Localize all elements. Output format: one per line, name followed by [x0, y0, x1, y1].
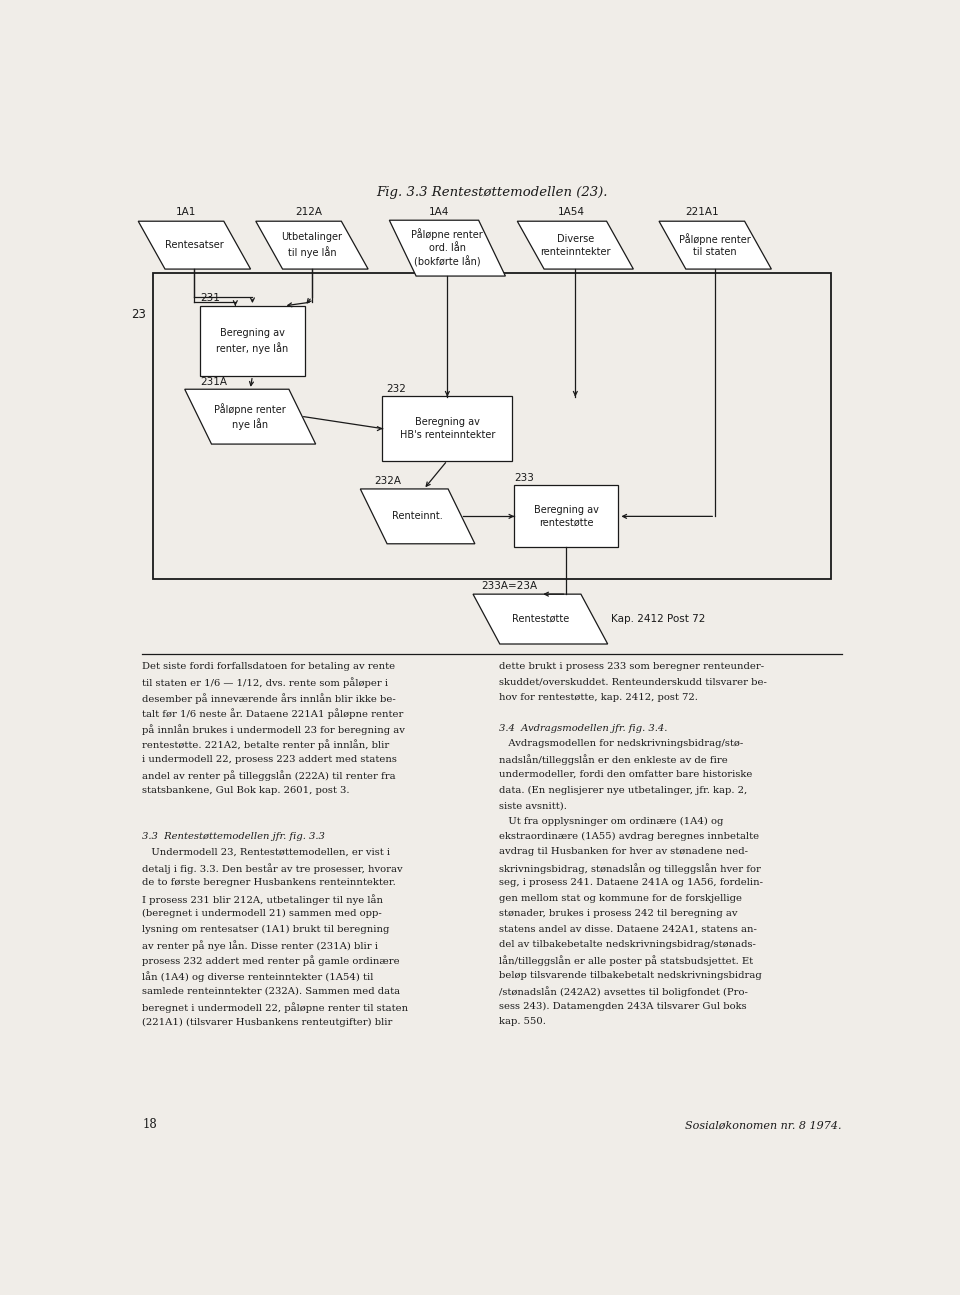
Text: 233A=23A: 233A=23A — [481, 581, 537, 591]
Text: (beregnet i undermodell 21) sammen med opp-: (beregnet i undermodell 21) sammen med o… — [142, 909, 382, 918]
Text: Beregning av
rentestøtte: Beregning av rentestøtte — [534, 505, 599, 528]
Polygon shape — [184, 390, 316, 444]
Text: 232A: 232A — [374, 477, 401, 487]
Text: lån (1A4) og diverse renteinntekter (1A54) til: lån (1A4) og diverse renteinntekter (1A5… — [142, 971, 373, 982]
Text: lån/tilleggslån er alle poster på statsbudsjettet. Et: lån/tilleggslån er alle poster på statsb… — [499, 956, 754, 966]
Text: siste avsnitt).: siste avsnitt). — [499, 802, 567, 811]
Text: Påløpne renter
nye lån: Påløpne renter nye lån — [214, 403, 286, 430]
Text: statens andel av disse. Dataene 242A1, statens an-: statens andel av disse. Dataene 242A1, s… — [499, 925, 757, 934]
Text: Avdragsmodellen for nedskrivningsbidrag/stø-: Avdragsmodellen for nedskrivningsbidrag/… — [499, 739, 744, 749]
Text: sess 243). Datamengden 243A tilsvarer Gul boks: sess 243). Datamengden 243A tilsvarer Gu… — [499, 1002, 747, 1011]
Text: dette brukt i prosess 233 som beregner renteunder-: dette brukt i prosess 233 som beregner r… — [499, 662, 764, 671]
Text: 3.3  Rentestøttemodellen jfr. fig. 3.3: 3.3 Rentestøttemodellen jfr. fig. 3.3 — [142, 831, 325, 840]
Text: Beregning av
HB's renteinntekter: Beregning av HB's renteinntekter — [399, 417, 495, 440]
Text: nadslån/tilleggslån er den enkleste av de fire: nadslån/tilleggslån er den enkleste av d… — [499, 755, 729, 765]
Text: 1A4: 1A4 — [429, 207, 449, 218]
Text: gen mellom stat og kommune for de forskjellige: gen mellom stat og kommune for de forskj… — [499, 894, 742, 903]
Text: 212A: 212A — [295, 207, 322, 218]
Bar — [154, 273, 830, 579]
Text: Undermodell 23, Rentestøttemodellen, er vist i: Undermodell 23, Rentestøttemodellen, er … — [142, 847, 391, 856]
Text: kap. 550.: kap. 550. — [499, 1018, 546, 1027]
Bar — [382, 396, 513, 461]
Text: Sosialøkonomen nr. 8 1974.: Sosialøkonomen nr. 8 1974. — [685, 1120, 842, 1131]
Text: Rentestøtte: Rentestøtte — [512, 614, 569, 624]
Text: skuddet/overskuddet. Renteunderskudd tilsvarer be-: skuddet/overskuddet. Renteunderskudd til… — [499, 677, 767, 686]
Text: 231A: 231A — [201, 377, 228, 387]
Text: del av tilbakebetalte nedskrivningsbidrag/stønads-: del av tilbakebetalte nedskrivningsbidra… — [499, 940, 756, 949]
Text: andel av renter på tilleggslån (222A) til renter fra: andel av renter på tilleggslån (222A) ti… — [142, 771, 396, 781]
Text: (221A1) (tilsvarer Husbankens renteutgifter) blir: (221A1) (tilsvarer Husbankens renteutgif… — [142, 1018, 393, 1027]
Bar — [201, 306, 304, 376]
Text: Diverse
renteinntekter: Diverse renteinntekter — [540, 233, 611, 256]
Polygon shape — [517, 221, 634, 269]
Bar — [515, 486, 618, 548]
Text: lysning om rentesatser (1A1) brukt til beregning: lysning om rentesatser (1A1) brukt til b… — [142, 925, 390, 934]
Text: beløp tilsvarende tilbakebetalt nedskrivningsbidrag: beløp tilsvarende tilbakebetalt nedskriv… — [499, 971, 762, 980]
Polygon shape — [473, 594, 608, 644]
Text: talt før 1/6 neste år. Dataene 221A1 påløpne renter: talt før 1/6 neste år. Dataene 221A1 pål… — [142, 708, 404, 719]
Text: undermodeller, fordi den omfatter bare historiske: undermodeller, fordi den omfatter bare h… — [499, 771, 753, 780]
Text: de to første beregner Husbankens renteinntekter.: de to første beregner Husbankens rentein… — [142, 878, 396, 887]
Text: til staten er 1/6 — 1/12, dvs. rente som påløper i: til staten er 1/6 — 1/12, dvs. rente som… — [142, 677, 389, 688]
Text: avdrag til Husbanken for hver av stønadene ned-: avdrag til Husbanken for hver av stønade… — [499, 847, 749, 856]
Text: Påløpne renter
til staten: Påløpne renter til staten — [680, 233, 751, 258]
Text: 231: 231 — [201, 293, 220, 303]
Text: av renter på nye lån. Disse renter (231A) blir i: av renter på nye lån. Disse renter (231A… — [142, 940, 378, 951]
Text: Utbetalinger
til nye lån: Utbetalinger til nye lån — [281, 233, 343, 258]
Text: Beregning av
renter, nye lån: Beregning av renter, nye lån — [216, 328, 289, 354]
Text: rentestøtte. 221A2, betalte renter på innlån, blir: rentestøtte. 221A2, betalte renter på in… — [142, 739, 390, 750]
Polygon shape — [360, 490, 475, 544]
Text: skrivningsbidrag, stønadslån og tilleggslån hver for: skrivningsbidrag, stønadslån og tilleggs… — [499, 862, 761, 874]
Text: data. (En neglisjerer nye utbetalinger, jfr. kap. 2,: data. (En neglisjerer nye utbetalinger, … — [499, 786, 748, 795]
Text: ekstraordinære (1A55) avdrag beregnes innbetalte: ekstraordinære (1A55) avdrag beregnes in… — [499, 831, 759, 840]
Text: beregnet i undermodell 22, påløpne renter til staten: beregnet i undermodell 22, påløpne rente… — [142, 1002, 408, 1013]
Text: Ut fra opplysninger om ordinære (1A4) og: Ut fra opplysninger om ordinære (1A4) og — [499, 817, 724, 826]
Text: i undermodell 22, prosess 223 addert med statens: i undermodell 22, prosess 223 addert med… — [142, 755, 397, 764]
Text: 1A54: 1A54 — [558, 207, 585, 218]
Text: 23: 23 — [132, 308, 146, 321]
Text: Rentesatser: Rentesatser — [165, 240, 224, 250]
Text: /stønadslån (242A2) avsettes til boligfondet (Pro-: /stønadslån (242A2) avsettes til boligfo… — [499, 987, 748, 997]
Text: 233: 233 — [515, 474, 534, 483]
Text: 18: 18 — [142, 1118, 157, 1131]
Text: detalj i fig. 3.3. Den består av tre prosesser, hvorav: detalj i fig. 3.3. Den består av tre pro… — [142, 862, 403, 874]
Text: 232: 232 — [386, 383, 406, 394]
Polygon shape — [255, 221, 368, 269]
Polygon shape — [659, 221, 772, 269]
Text: 221A1: 221A1 — [685, 207, 719, 218]
Text: seg, i prosess 241. Dataene 241A og 1A56, fordelin-: seg, i prosess 241. Dataene 241A og 1A56… — [499, 878, 763, 887]
Text: stønader, brukes i prosess 242 til beregning av: stønader, brukes i prosess 242 til bereg… — [499, 909, 738, 918]
Text: Kap. 2412 Post 72: Kap. 2412 Post 72 — [611, 614, 706, 624]
Text: Fig. 3.3 Rentestøttemodellen (23).: Fig. 3.3 Rentestøttemodellen (23). — [376, 185, 608, 199]
Text: hov for rentestøtte, kap. 2412, post 72.: hov for rentestøtte, kap. 2412, post 72. — [499, 693, 698, 702]
Text: Påløpne renter
ord. lån
(bokførte lån): Påløpne renter ord. lån (bokførte lån) — [412, 228, 483, 268]
Text: samlede renteinntekter (232A). Sammen med data: samlede renteinntekter (232A). Sammen me… — [142, 987, 400, 996]
Text: Renteinnt.: Renteinnt. — [393, 512, 443, 522]
Text: Det siste fordi forfallsdatoen for betaling av rente: Det siste fordi forfallsdatoen for betal… — [142, 662, 396, 671]
Text: statsbankene, Gul Bok kap. 2601, post 3.: statsbankene, Gul Bok kap. 2601, post 3. — [142, 786, 349, 795]
Text: prosess 232 addert med renter på gamle ordinære: prosess 232 addert med renter på gamle o… — [142, 956, 400, 966]
Polygon shape — [390, 220, 505, 276]
Polygon shape — [138, 221, 251, 269]
Text: I prosess 231 blir 212A, utbetalinger til nye lån: I prosess 231 blir 212A, utbetalinger ti… — [142, 894, 383, 905]
Text: 3.4  Avdragsmodellen jfr. fig. 3.4.: 3.4 Avdragsmodellen jfr. fig. 3.4. — [499, 724, 668, 733]
Text: desember på inneværende års innlån blir ikke be-: desember på inneværende års innlån blir … — [142, 693, 396, 703]
Text: 1A1: 1A1 — [176, 207, 196, 218]
Text: på innlån brukes i undermodell 23 for beregning av: på innlån brukes i undermodell 23 for be… — [142, 724, 405, 734]
